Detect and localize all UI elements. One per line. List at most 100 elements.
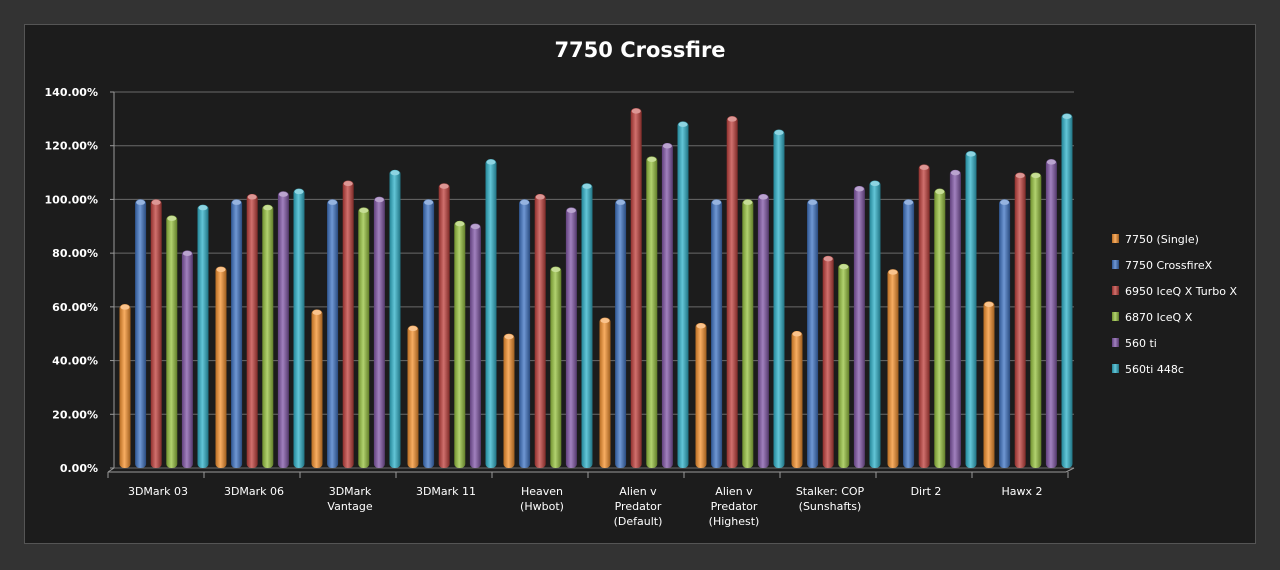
bar	[358, 207, 370, 468]
bar	[661, 143, 673, 468]
bar	[887, 269, 899, 468]
bar	[695, 322, 707, 468]
bar	[519, 199, 531, 468]
x-tick-label: Hawx 2	[1001, 485, 1042, 498]
bar-top	[966, 151, 976, 157]
bar	[869, 180, 881, 468]
y-tick-label: 40.00%	[52, 355, 98, 368]
bar	[965, 151, 977, 469]
bar-top	[374, 197, 384, 203]
bar	[565, 207, 577, 468]
legend-label: 560ti 448c	[1125, 363, 1184, 376]
bar	[677, 121, 689, 469]
bar	[197, 204, 209, 469]
bar-top	[390, 170, 400, 176]
y-tick-label: 80.00%	[52, 247, 98, 260]
bar	[599, 317, 611, 468]
y-tick-label: 20.00%	[52, 408, 98, 421]
bar-top	[294, 189, 304, 195]
bar-top	[919, 165, 929, 171]
bar	[903, 199, 915, 468]
bar-top	[712, 199, 722, 205]
bar-top	[247, 194, 257, 200]
bar	[485, 159, 497, 468]
bar-top	[1062, 113, 1072, 119]
bar-top	[758, 194, 768, 200]
bar	[757, 194, 769, 469]
legend-label: 6870 IceQ X	[1125, 311, 1193, 324]
bar-top	[198, 205, 208, 211]
bar-top	[1031, 173, 1041, 179]
bar	[469, 223, 481, 468]
bar-top	[566, 207, 576, 213]
legend-label: 7750 (Single)	[1125, 233, 1199, 246]
legend-swatch	[1112, 364, 1119, 373]
bar-top	[792, 331, 802, 337]
bar-top	[696, 323, 706, 329]
legend-label: 7750 CrossfireX	[1125, 259, 1213, 272]
bar-top	[950, 170, 960, 176]
bar-top	[631, 108, 641, 114]
bar-top	[535, 194, 545, 200]
bar	[407, 325, 419, 468]
bar	[1045, 159, 1057, 468]
bar	[423, 199, 435, 468]
bar	[327, 199, 339, 468]
bar	[135, 199, 147, 468]
bar	[983, 301, 995, 468]
y-tick-label: 0.00%	[60, 462, 98, 475]
bar	[999, 199, 1011, 468]
bar	[150, 199, 162, 468]
bar-top	[439, 183, 449, 189]
x-tick-label: 3DMark Vantage	[327, 485, 372, 513]
bar-top	[935, 189, 945, 195]
bar	[711, 199, 723, 468]
legend-swatch	[1112, 312, 1119, 321]
bar-top	[328, 199, 338, 205]
x-tick-label: Dirt 2	[911, 485, 942, 498]
bar	[773, 129, 785, 468]
gridlines	[114, 91, 1074, 469]
x-tick-label: 3DMark 06	[224, 485, 284, 498]
bar-top	[839, 264, 849, 270]
bar-top	[823, 256, 833, 262]
x-tick-label: Alien v Predator (Highest)	[709, 485, 760, 528]
bar-top	[486, 159, 496, 165]
bar-top	[216, 267, 226, 273]
bar	[807, 199, 819, 468]
bar-top	[470, 224, 480, 230]
bar	[1061, 113, 1073, 468]
y-tick-label: 100.00%	[45, 193, 98, 206]
bar	[181, 250, 193, 468]
bar	[293, 188, 305, 468]
bar-top	[182, 250, 192, 256]
bar	[615, 199, 627, 468]
bar-top	[904, 199, 914, 205]
bar-top	[647, 156, 657, 162]
bar-top	[727, 116, 737, 122]
bar	[630, 108, 642, 468]
legend-swatch	[1112, 234, 1119, 243]
bar-top	[278, 191, 288, 197]
bar	[166, 215, 178, 468]
bar-top	[808, 199, 818, 205]
bar-top	[455, 221, 465, 227]
bar	[853, 186, 865, 468]
bar-top	[888, 269, 898, 275]
bar	[822, 255, 834, 468]
bar	[246, 194, 258, 469]
bar	[454, 220, 466, 468]
bar	[231, 199, 243, 468]
legend-label: 6950 IceQ X Turbo X	[1125, 285, 1237, 298]
bar-top	[582, 183, 592, 189]
bar	[581, 183, 593, 469]
bar-top	[408, 326, 418, 332]
bar-top	[136, 199, 146, 205]
bar	[934, 188, 946, 468]
bar	[1030, 172, 1042, 469]
bar-top	[504, 334, 514, 340]
x-tick-label: Heaven (Hwbot)	[520, 485, 564, 513]
category-labels: 3DMark 03 3DMark 06 3DMark Vantage 3DMark 11…	[128, 485, 1043, 528]
bar-top	[343, 181, 353, 187]
